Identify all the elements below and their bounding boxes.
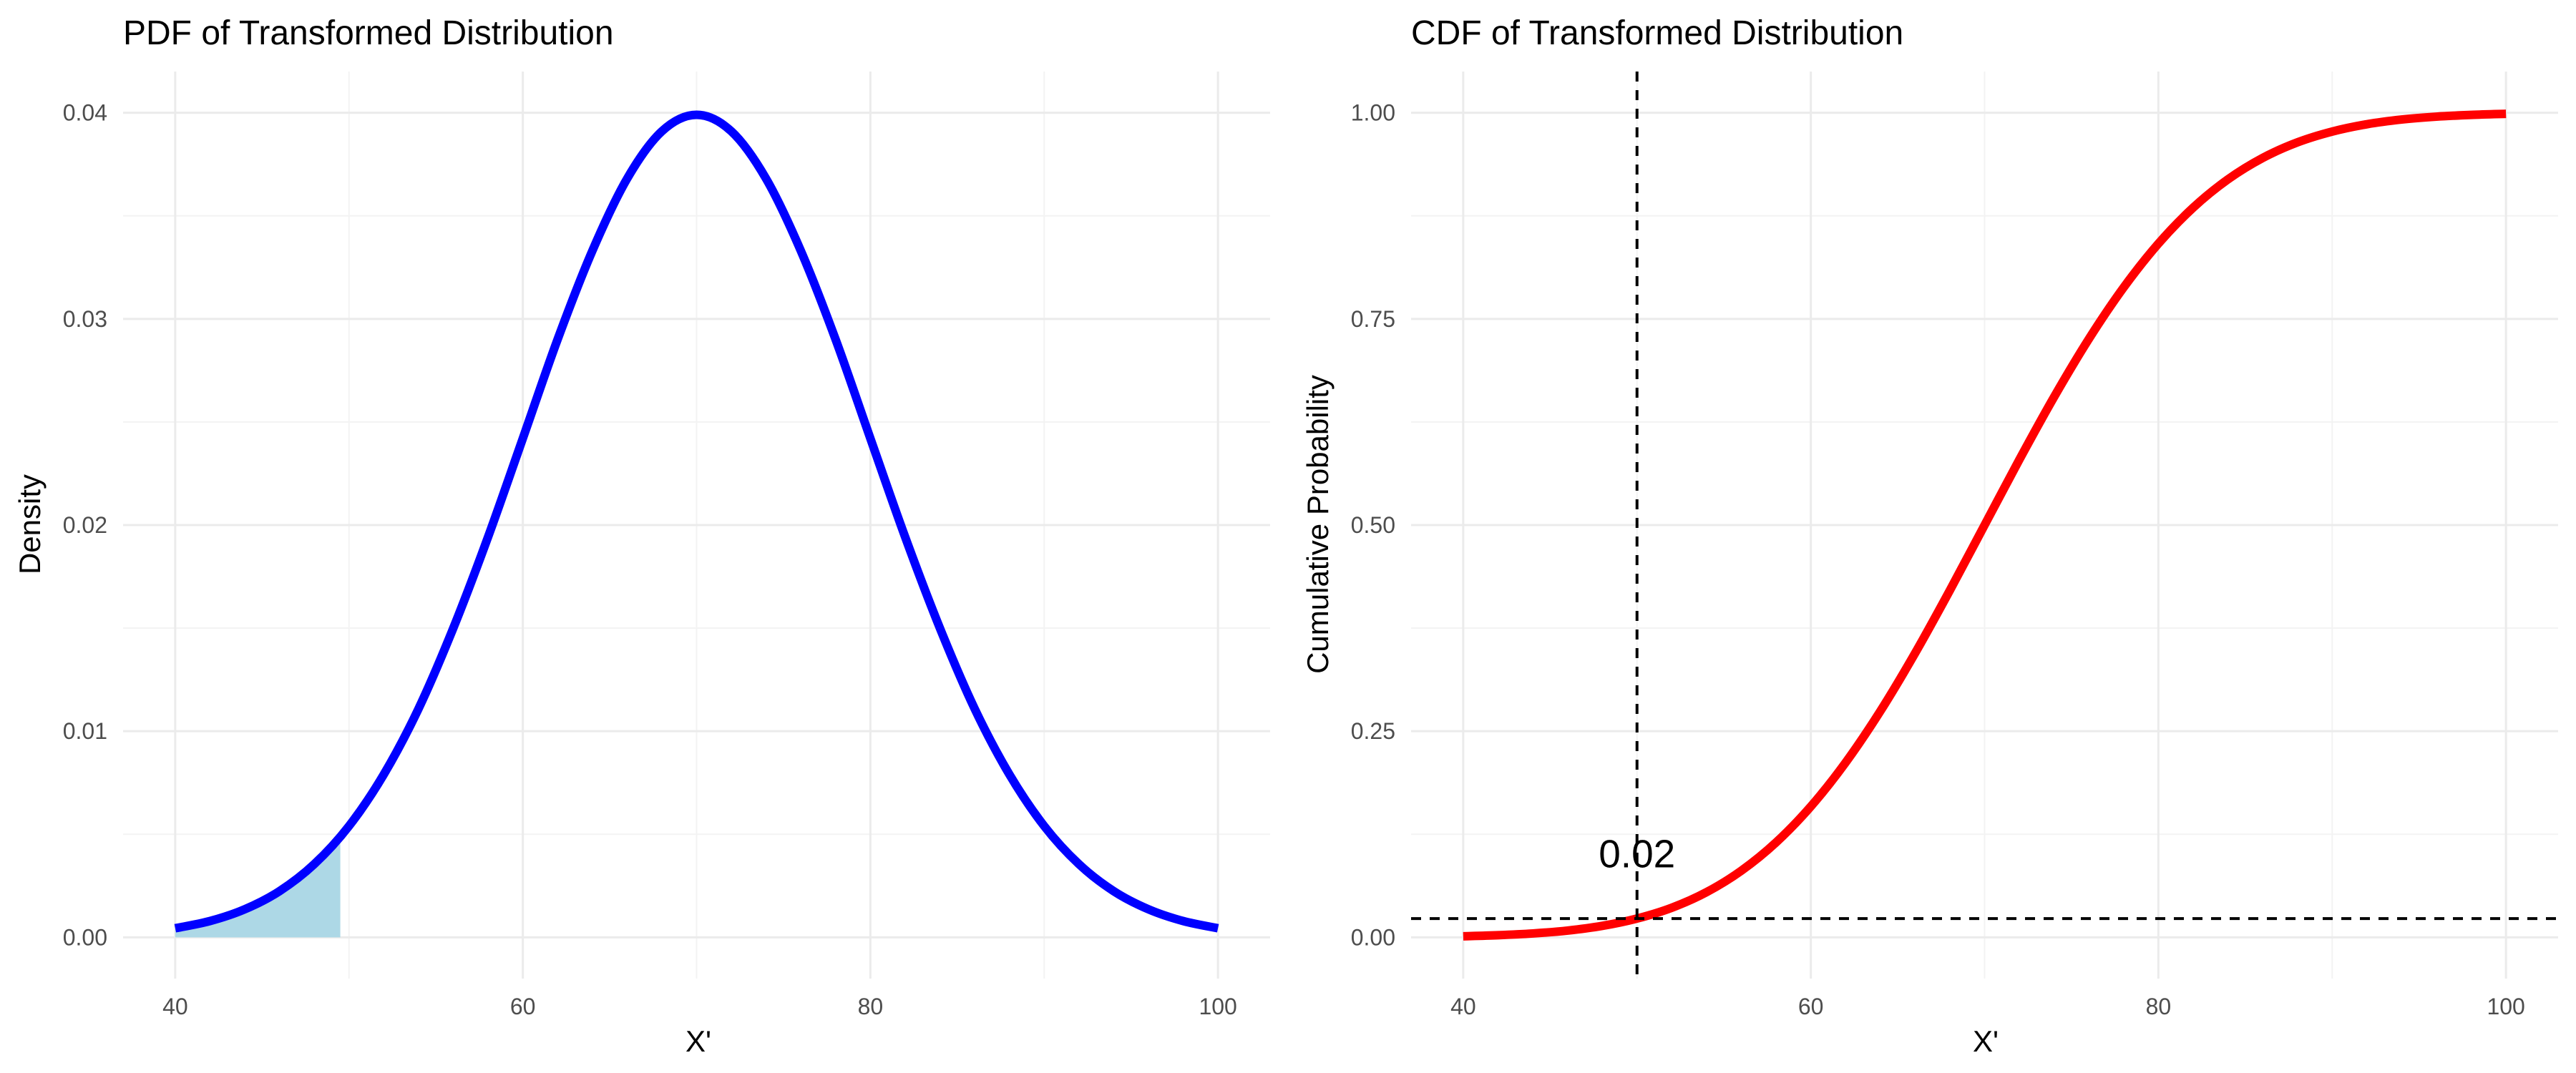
pdf-panel: 40 60 80 100 0.00 0.01 0.02 0.03 0.04 PDF of Tr… (13, 14, 1270, 1058)
cdf-y-tick-label: 1.00 (1351, 100, 1395, 126)
pdf-x-tick-labels: 40 60 80 100 (162, 994, 1237, 1019)
cdf-x-tick-label: 100 (2487, 994, 2524, 1019)
cdf-y-axis-title: Cumulative Probability (1301, 375, 1335, 674)
pdf-y-tick-label: 0.01 (63, 718, 107, 744)
cdf-x-axis-title: X' (1973, 1024, 1999, 1058)
pdf-x-tick-label: 60 (510, 994, 536, 1019)
pdf-y-tick-label: 0.00 (63, 924, 107, 950)
pdf-y-tick-labels: 0.00 0.01 0.02 0.03 0.04 (63, 100, 107, 951)
cdf-reference-lines (1411, 72, 2558, 979)
cdf-chart-title: CDF of Transformed Distribution (1411, 14, 1903, 52)
cdf-x-tick-label: 40 (1450, 994, 1476, 1019)
cdf-y-tick-labels: 0.00 0.25 0.50 0.75 1.00 (1351, 100, 1395, 951)
cdf-gridlines (1411, 72, 2558, 979)
pdf-x-tick-label: 100 (1199, 994, 1236, 1019)
cdf-panel: 40 60 80 100 0.00 0.25 0.50 0.75 1.00 0.02 CDF … (1301, 14, 2558, 1058)
cdf-y-tick-label: 0.00 (1351, 924, 1395, 950)
cdf-x-tick-label: 80 (2146, 994, 2172, 1019)
cdf-y-tick-label: 0.50 (1351, 512, 1395, 538)
cdf-cumulative-curve (1463, 109, 2507, 941)
pdf-chart-title: PDF of Transformed Distribution (123, 14, 614, 52)
pdf-y-tick-label: 0.03 (63, 306, 107, 332)
cdf-y-tick-label: 0.25 (1351, 718, 1395, 744)
pdf-x-tick-label: 80 (858, 994, 884, 1019)
cdf-x-tick-label: 60 (1798, 994, 1824, 1019)
cdf-x-tick-labels: 40 60 80 100 (1450, 994, 2525, 1019)
pdf-x-axis-title: X' (686, 1024, 711, 1058)
cdf-annotation-label: 0.02 (1599, 831, 1675, 876)
pdf-y-axis-title: Density (13, 474, 47, 574)
cdf-y-tick-label: 0.75 (1351, 306, 1395, 332)
pdf-density-curve (174, 110, 1219, 933)
pdf-shaded-area (175, 836, 341, 938)
pdf-y-tick-label: 0.02 (63, 512, 107, 538)
pdf-y-tick-label: 0.04 (63, 100, 107, 126)
pdf-x-tick-label: 40 (162, 994, 188, 1019)
